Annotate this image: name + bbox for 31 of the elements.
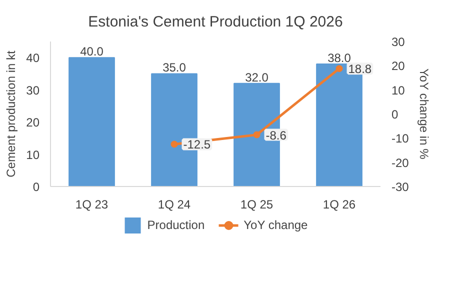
data-label: -8.6	[266, 128, 287, 142]
x-tick-label: 1Q 25	[240, 198, 274, 212]
x-tick-label: 1Q 24	[158, 198, 191, 212]
y-tick-label: 20	[26, 116, 40, 130]
data-label: 32.0	[245, 70, 269, 84]
y-tick-label: 10	[26, 148, 40, 162]
legend-label: Production	[147, 218, 205, 232]
point	[170, 140, 178, 148]
x-tick-label: 1Q 26	[322, 198, 356, 212]
y-tick-label: 30	[26, 83, 40, 98]
data-label: 35.0	[162, 60, 186, 75]
chart-title: Estonia's Cement Production 1Q 2026	[88, 14, 343, 30]
y2-tick-label: 10	[392, 83, 406, 98]
y2-tick-label: 20	[392, 59, 406, 74]
x-tick-label: 1Q 23	[75, 198, 108, 212]
data-label: 40.0	[80, 44, 104, 59]
point	[253, 131, 260, 138]
y2-tick-label: 0	[392, 108, 398, 122]
data-label: 18.8	[348, 62, 372, 76]
y-tick-label: 0	[32, 180, 40, 194]
legend-label: YoY change	[244, 218, 308, 232]
y2-axis-title: YoY change in %	[416, 68, 431, 160]
y2-tick-label: 30	[392, 35, 406, 49]
point	[336, 65, 343, 72]
data-label: -12.5	[183, 138, 211, 152]
y-tick-label: 40	[26, 51, 40, 66]
y2-tick-label: -20	[392, 156, 410, 170]
y-axis-title: Cement production in kt	[4, 50, 18, 178]
bar	[68, 57, 115, 186]
y2-tick-label: -10	[392, 132, 410, 146]
y2-tick-label: -30	[392, 180, 410, 194]
